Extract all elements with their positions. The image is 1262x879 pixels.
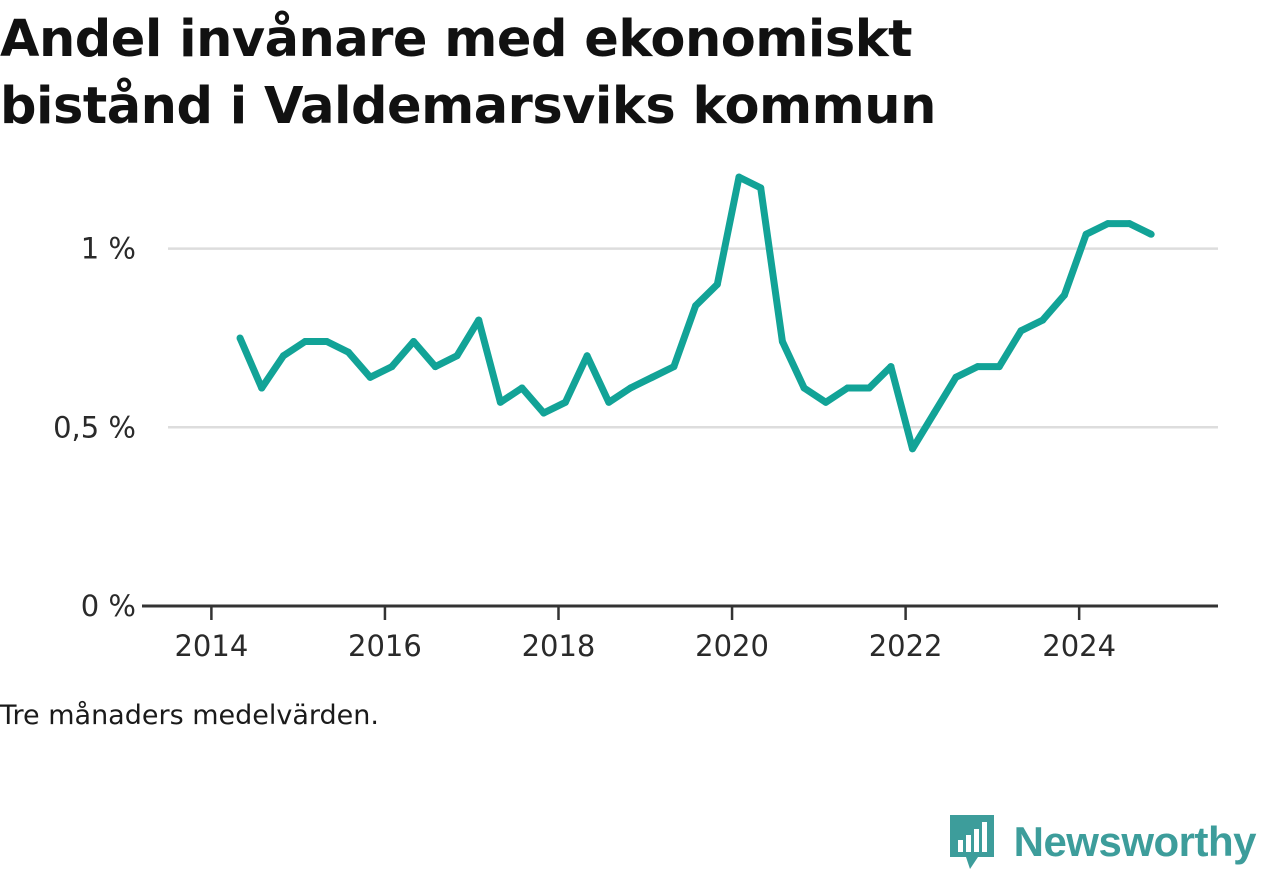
data-point — [995, 363, 1003, 371]
bar-chart-speech-bubble-icon — [949, 815, 994, 869]
data-point — [518, 384, 526, 392]
data-point — [410, 338, 418, 345]
data-point — [583, 352, 591, 360]
data-point — [1017, 327, 1025, 335]
data-point — [713, 280, 721, 288]
data-point — [952, 373, 960, 381]
data-point — [605, 398, 613, 406]
data-point — [323, 338, 331, 345]
x-tick-label: 2024 — [1042, 629, 1116, 663]
data-point — [236, 334, 244, 342]
data-point — [540, 409, 548, 417]
data-point — [431, 363, 439, 371]
data-point — [496, 398, 504, 406]
y-tick-label: 0 % — [81, 589, 136, 623]
data-point — [974, 363, 982, 371]
data-point — [1147, 230, 1155, 238]
data-point — [1082, 230, 1090, 238]
y-tick-label: 1 % — [81, 232, 136, 266]
data-point — [757, 184, 765, 192]
chart-title: Andel invånare med ekonomiskt bistånd i … — [0, 6, 1240, 140]
chart-title-line-1: Andel invånare med ekonomiskt — [0, 10, 913, 69]
line-chart: 0 % 0,5 % 1 % 2014 2016 2018 2020 2022 2024 — [53, 173, 1218, 663]
data-point — [648, 373, 656, 381]
data-point — [366, 373, 374, 381]
x-tick-label: 2016 — [348, 629, 422, 663]
gridlines — [168, 247, 1218, 429]
data-point — [800, 384, 808, 392]
x-tick-label: 2022 — [869, 629, 943, 663]
data-point — [844, 384, 851, 392]
data-point — [887, 363, 895, 371]
x-tick-label: 2014 — [174, 629, 248, 663]
data-point — [301, 338, 309, 345]
chart-title-line-2: bistånd i Valdemarsviks kommun — [0, 77, 936, 136]
data-point — [865, 384, 873, 392]
data-point — [1039, 316, 1047, 324]
data-point — [453, 352, 461, 360]
brand-name: Newsworthy — [1013, 818, 1257, 865]
data-point — [279, 352, 287, 360]
data-point — [1104, 220, 1112, 228]
series-line — [236, 173, 1153, 453]
x-tick-label: 2018 — [522, 629, 596, 663]
x-axis — [142, 604, 1218, 620]
data-point — [345, 348, 352, 356]
data-point — [475, 316, 483, 324]
data-point — [388, 363, 396, 371]
chart-footnote: Tre månaders medelvärden. — [0, 700, 379, 731]
data-point — [692, 302, 700, 310]
data-point — [778, 338, 786, 345]
data-point — [670, 363, 678, 371]
data-point — [909, 445, 916, 453]
data-point — [1126, 220, 1133, 228]
y-tick-label: 0,5 % — [53, 410, 136, 444]
x-axis-labels: 2014 2016 2018 2020 2022 2024 — [174, 629, 1116, 663]
data-point — [1060, 291, 1068, 299]
newsworthy-logo[interactable]: Newsworthy — [948, 813, 1257, 871]
series — [236, 173, 1155, 453]
data-point — [627, 384, 634, 392]
data-point — [735, 173, 743, 181]
data-point — [258, 384, 266, 392]
x-tick-label: 2020 — [695, 629, 769, 663]
data-point — [930, 409, 938, 417]
data-point — [822, 398, 830, 406]
y-axis-labels: 0 % 0,5 % 1 % — [53, 232, 136, 623]
data-point — [561, 398, 569, 406]
